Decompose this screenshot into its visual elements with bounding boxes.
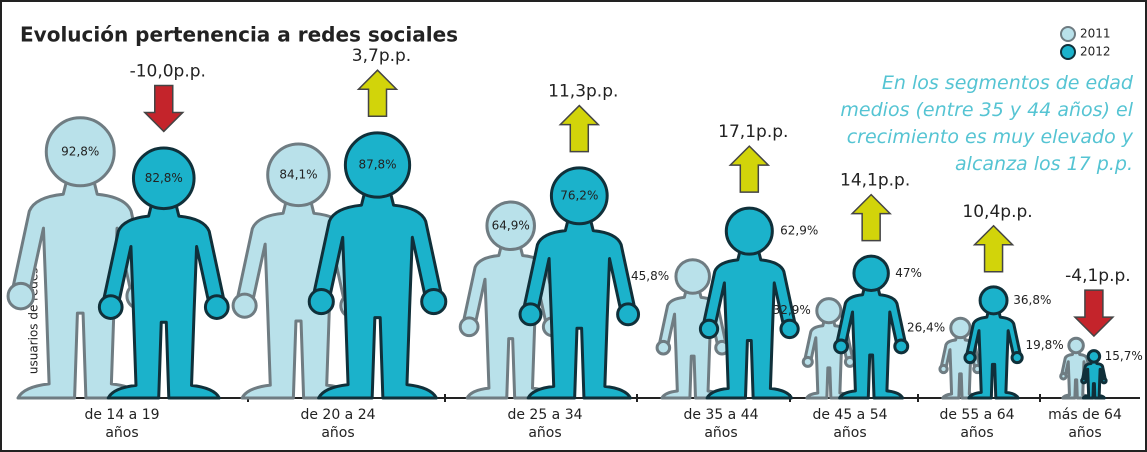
x-tick-label: de 14 a 19 años bbox=[67, 406, 177, 442]
change-label: 11,3p.p. bbox=[548, 82, 618, 102]
legend-label: 2011 bbox=[1080, 27, 1111, 41]
person-hand bbox=[895, 340, 908, 353]
change-arrow bbox=[560, 106, 598, 152]
change-label: 10,4p.p. bbox=[962, 202, 1032, 222]
legend-swatch bbox=[1061, 27, 1075, 41]
person-hand bbox=[99, 296, 122, 319]
change-arrow bbox=[359, 70, 397, 116]
chart-title: Evolución pertenencia a redes sociales bbox=[20, 23, 458, 47]
value-label: 45,8% bbox=[631, 269, 669, 283]
person-head bbox=[980, 287, 1007, 314]
change-label: -10,0p.p. bbox=[130, 61, 206, 81]
change-label: 3,7p.p. bbox=[352, 46, 411, 66]
person-hand bbox=[8, 283, 33, 308]
person-hand bbox=[657, 341, 670, 354]
value-label: 47% bbox=[895, 266, 922, 280]
value-label: 62,9% bbox=[780, 224, 818, 238]
person-hand bbox=[965, 353, 975, 363]
change-label: 17,1p.p. bbox=[718, 122, 788, 142]
person-head bbox=[817, 299, 841, 323]
x-tick-label: de 55 a 64 años bbox=[922, 406, 1032, 442]
x-tick-label: de 20 a 24 años bbox=[283, 406, 393, 442]
person-head bbox=[1088, 351, 1099, 362]
person-hand bbox=[460, 318, 478, 336]
person-hand bbox=[835, 340, 848, 353]
x-tick-label: de 35 a 44 años bbox=[666, 406, 776, 442]
value-label: 92,8% bbox=[61, 144, 99, 158]
person-hand bbox=[781, 320, 798, 337]
infographic: Evolución pertenencia a redes sociales u… bbox=[0, 0, 1147, 452]
value-label: 36,8% bbox=[1013, 293, 1051, 307]
legend-swatch bbox=[1061, 45, 1075, 59]
x-tick-label: de 25 a 34 años bbox=[490, 406, 600, 442]
value-label: 32,9% bbox=[773, 303, 811, 317]
person-hand bbox=[1102, 379, 1106, 383]
person-head bbox=[726, 208, 772, 254]
value-label: 26,4% bbox=[907, 320, 945, 334]
person-hand bbox=[803, 357, 812, 366]
person-hand bbox=[309, 290, 333, 314]
person-hand bbox=[1012, 353, 1022, 363]
person-hand bbox=[700, 320, 717, 337]
person-hand bbox=[618, 304, 639, 325]
change-arrow bbox=[1075, 290, 1113, 336]
change-arrow bbox=[975, 226, 1013, 272]
annotation: En los segmentos de edad medios (entre 3… bbox=[815, 70, 1133, 178]
person-hand bbox=[940, 365, 947, 372]
person bbox=[99, 148, 228, 398]
change-label: -4,1p.p. bbox=[1065, 266, 1131, 286]
value-label: 82,8% bbox=[145, 171, 183, 185]
person-hand bbox=[1082, 379, 1086, 383]
value-label: 15,7% bbox=[1105, 349, 1143, 363]
person-hand bbox=[422, 290, 446, 314]
person-hand bbox=[233, 294, 256, 317]
value-label: 84,1% bbox=[279, 167, 317, 181]
change-arrow bbox=[852, 195, 890, 241]
change-arrow bbox=[145, 85, 183, 131]
person-head bbox=[951, 318, 970, 337]
chart: Evolución pertenencia a redes sociales u… bbox=[0, 0, 1147, 452]
legend-label: 2012 bbox=[1080, 45, 1111, 59]
x-tick-label: más de 64 años bbox=[1030, 406, 1140, 442]
value-label: 76,2% bbox=[560, 188, 598, 202]
person-head bbox=[1069, 338, 1083, 352]
person-hand bbox=[1061, 374, 1066, 379]
person-head bbox=[854, 256, 888, 290]
change-arrow bbox=[730, 146, 768, 192]
value-label: 19,8% bbox=[1026, 338, 1064, 352]
value-label: 64,9% bbox=[492, 218, 530, 232]
person-head bbox=[676, 260, 710, 294]
person-hand bbox=[520, 304, 541, 325]
x-tick-label: de 45 a 54 años bbox=[795, 406, 905, 442]
person bbox=[520, 168, 639, 398]
person-hand bbox=[205, 296, 228, 319]
value-label: 87,8% bbox=[358, 158, 396, 172]
